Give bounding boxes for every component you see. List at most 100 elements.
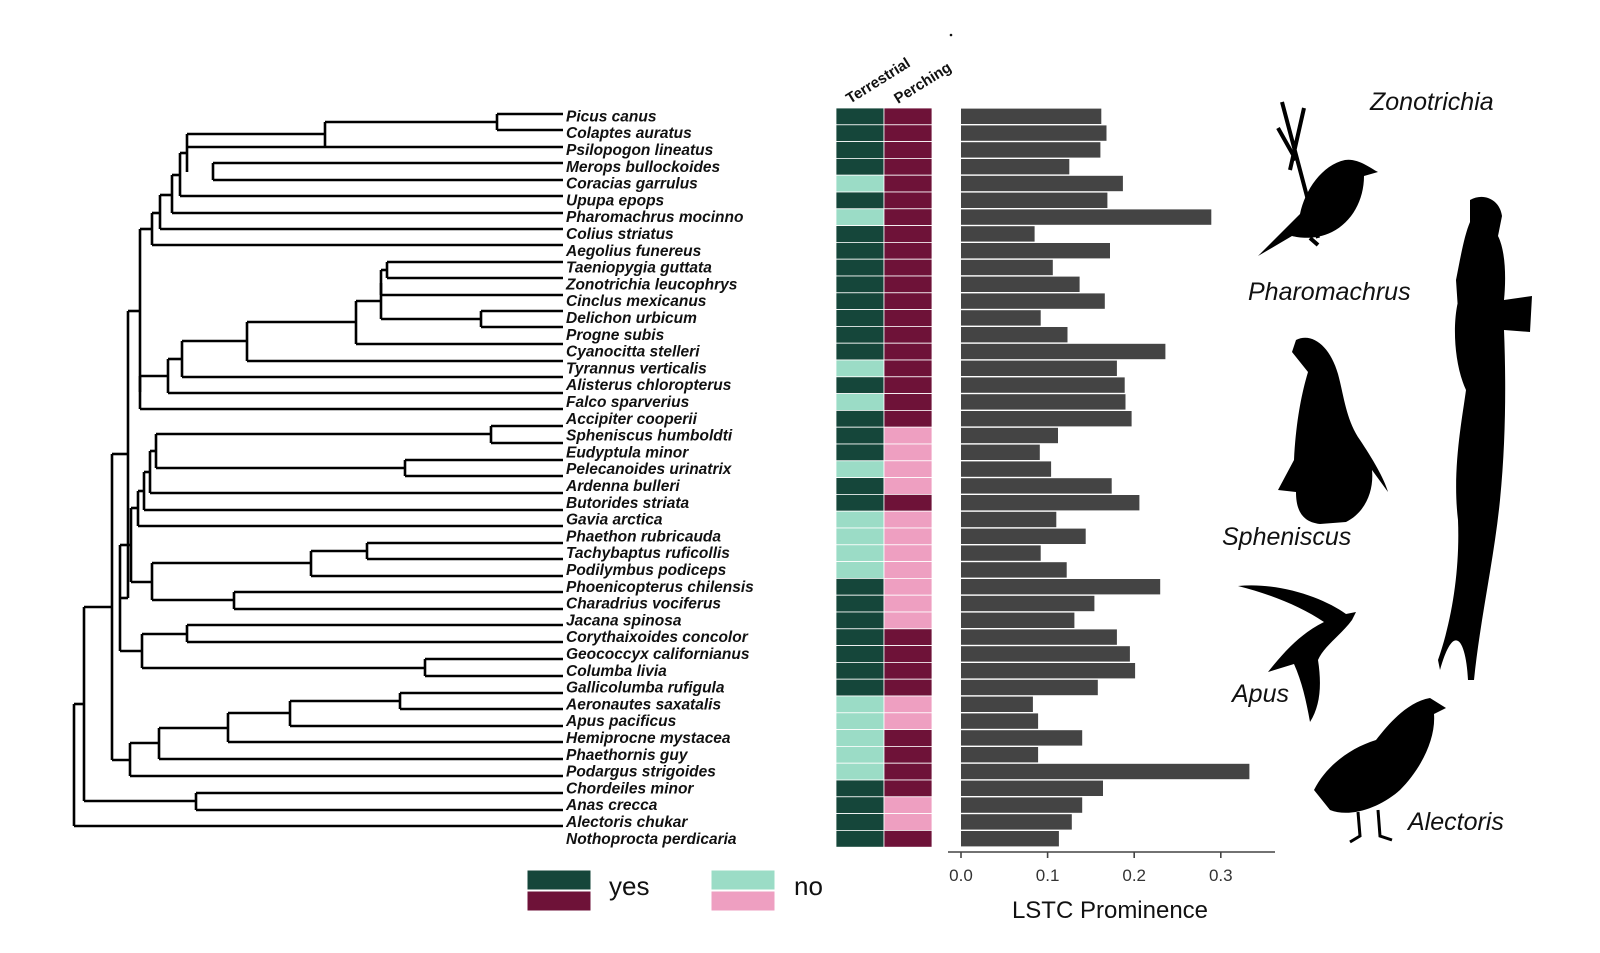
heatmap-cell-terrestrial: [835, 678, 885, 697]
heatmap-cell-terrestrial: [835, 493, 885, 512]
heatmap-cell-terrestrial: [835, 460, 885, 478]
species-label: Corythaixoides concolor: [566, 629, 749, 646]
heatmap-cell-perching: [883, 225, 933, 243]
heatmap-cell-perching: [883, 191, 933, 210]
species-label: Pelecanoides urinatrix: [566, 461, 733, 478]
heatmap-cell-perching: [883, 275, 933, 294]
heatmap-cell-terrestrial: [835, 645, 885, 663]
heatmap-cell-terrestrial: [835, 779, 885, 798]
heatmap-cell-perching: [883, 628, 933, 646]
silhouette-label-apus: Apus: [1230, 680, 1289, 708]
species-label: Colius striatus: [566, 226, 674, 243]
bar: [961, 394, 1126, 410]
bar: [961, 679, 1098, 696]
heatmap-cell-perching: [883, 493, 933, 512]
heatmap-cell-terrestrial: [835, 561, 885, 579]
bar: [961, 276, 1080, 292]
legend-swatch-no-terrestrial: [710, 869, 776, 891]
species-label: Charadrius vociferus: [566, 596, 721, 613]
heatmap-cell-terrestrial: [835, 796, 885, 814]
species-label: Falco sparverius: [566, 394, 690, 411]
heatmap-cell-perching: [883, 359, 933, 378]
species-label: Merops bullockoides: [566, 159, 721, 176]
species-label: Colaptes auratus: [566, 125, 692, 142]
x-tick-label: 0.1: [1036, 866, 1060, 885]
species-label: Spheniscus humboldti: [566, 428, 733, 445]
heatmap-cell-terrestrial: [835, 813, 885, 831]
bar-chart: [948, 108, 1275, 853]
bar: [961, 327, 1068, 343]
heatmap-cell-perching: [883, 124, 933, 143]
species-label: Jacana spinosa: [566, 612, 682, 629]
heatmap-cell-perching: [883, 376, 933, 394]
species-label: Nothoprocta perdicaria: [566, 831, 737, 848]
heatmap-cell-terrestrial: [835, 342, 885, 361]
sparrow-silhouette: Zonotrichia: [1258, 88, 1494, 256]
heatmap-cell-perching: [883, 813, 933, 831]
species-label: Gavia arctica: [566, 512, 663, 529]
species-label: Aegolius funereus: [565, 243, 702, 260]
heatmap-cell-perching: [883, 393, 933, 411]
heatmap-cell-terrestrial: [835, 325, 885, 344]
heatmap-cell-perching: [883, 594, 933, 613]
bar: [961, 511, 1057, 528]
species-label: Tachybaptus ruficollis: [566, 545, 730, 562]
heatmap-cell-terrestrial: [835, 393, 885, 411]
heatmap-cell-perching: [883, 157, 933, 176]
species-label: Geococcyx californianus: [566, 646, 750, 663]
bar: [961, 747, 1039, 763]
heatmap-cell-perching: [883, 510, 933, 529]
heatmap-cell-perching: [883, 208, 933, 227]
bar: [961, 696, 1033, 712]
legend-swatch-yes-perching: [526, 890, 592, 912]
legend-yes-label: yes: [609, 871, 649, 901]
heatmap-cell-terrestrial: [835, 544, 885, 562]
penguin-silhouette: Spheniscus: [1222, 337, 1388, 551]
heatmap-cell-perching: [883, 645, 933, 663]
species-label: Eudyptula minor: [566, 444, 689, 461]
species-label: Accipiter cooperii: [565, 411, 698, 428]
bar: [961, 159, 1070, 175]
bar: [961, 108, 1102, 124]
bar: [961, 444, 1040, 460]
bar: [961, 797, 1083, 813]
heatmap-cell-terrestrial: [835, 594, 885, 613]
species-label: Phaethon rubricauda: [566, 528, 721, 545]
bar: [961, 226, 1035, 242]
heatmap-cell-terrestrial: [835, 712, 885, 730]
bar: [961, 562, 1067, 578]
species-label: Progne subis: [566, 327, 665, 344]
heatmap-cell-terrestrial: [835, 409, 885, 428]
heatmap-cell-perching: [883, 729, 933, 747]
heatmap-cell-perching: [883, 426, 933, 445]
silhouette-label-pharomachrus: Pharomachrus: [1248, 278, 1411, 306]
species-label: Cinclus mexicanus: [566, 293, 707, 310]
heatmap-cell-terrestrial: [835, 746, 885, 764]
heatmap-cell-terrestrial: [835, 662, 885, 680]
heatmap-cell-terrestrial: [835, 578, 885, 596]
heatmap-cell-terrestrial: [835, 241, 885, 260]
heatmap-cell-terrestrial: [835, 611, 885, 630]
phylogenetic-tree: [72, 112, 563, 828]
trait-heatmap: [835, 107, 933, 848]
species-label: Apus pacificus: [565, 713, 677, 730]
species-label: Phaethornis guy: [566, 747, 689, 764]
bar: [961, 763, 1250, 780]
species-label: Chordeiles minor: [566, 780, 694, 797]
heatmap-cell-perching: [883, 342, 933, 361]
heatmap-cell-terrestrial: [835, 695, 885, 714]
species-label: Anas crecca: [565, 797, 658, 814]
legend-swatch-yes-terrestrial: [526, 869, 592, 891]
heatmap-cell-perching: [883, 695, 933, 714]
bar: [961, 612, 1075, 628]
bar: [961, 495, 1140, 511]
species-label: Taeniopygia guttata: [566, 260, 712, 277]
heatmap-cell-perching: [883, 141, 933, 159]
species-label: Alisterus chloropterus: [565, 377, 732, 394]
bar: [961, 427, 1058, 444]
heatmap-cell-perching: [883, 578, 933, 596]
bar: [961, 663, 1136, 679]
legend-swatch-no-perching: [710, 890, 776, 912]
